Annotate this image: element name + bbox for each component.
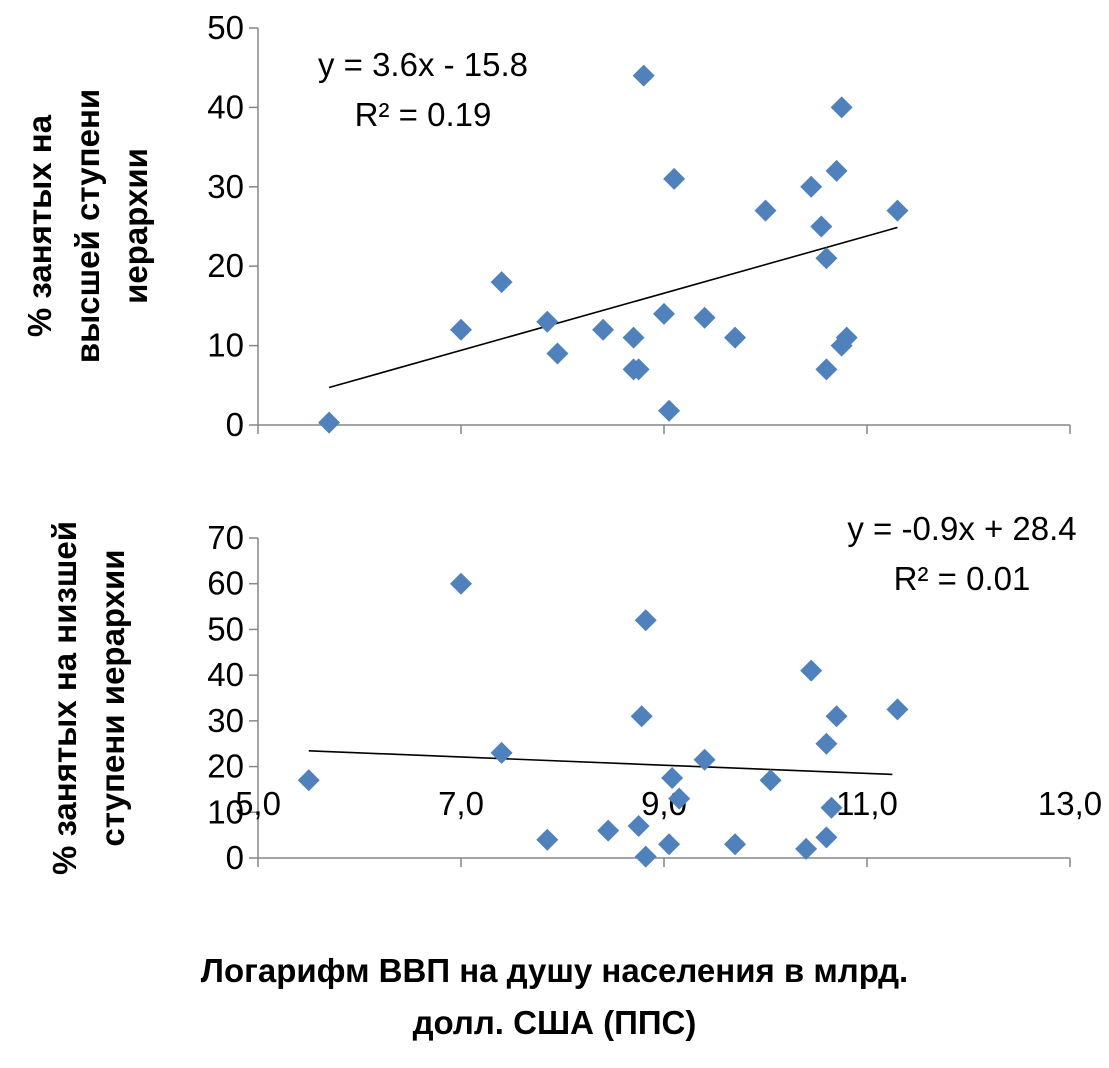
y-tick-label: 10 [207, 793, 244, 830]
data-point [536, 310, 559, 333]
y-axis-title-line: иерархии [117, 148, 154, 304]
y-tick-label: 30 [207, 168, 244, 205]
data-point [658, 399, 681, 422]
x-tick-label: 5,0 [235, 785, 281, 822]
trend-equation: y = 3.6x - 15.8 [318, 46, 528, 83]
data-point [815, 732, 838, 755]
y-axis-title-line: высшей ступени [69, 89, 106, 363]
data-point [627, 358, 650, 381]
trendline [328, 226, 898, 389]
data-point [830, 96, 853, 119]
y-tick-label: 40 [207, 88, 244, 125]
x-axis-title-line-2: долл. США (ППС) [412, 1004, 697, 1041]
data-point [724, 326, 747, 349]
data-point [622, 326, 645, 349]
r-squared: R² = 0.19 [355, 96, 492, 133]
y-axis-title-line: % занятых на [21, 114, 58, 337]
data-point [597, 819, 620, 842]
data-point [632, 64, 655, 87]
y-tick-label: 70 [207, 519, 244, 556]
data-point [815, 826, 838, 849]
x-axis-title-line-1: Логарифм ВВП на душу населения в млрд. [200, 952, 909, 989]
data-point [630, 705, 653, 728]
data-point [693, 748, 716, 771]
data-point [800, 175, 823, 198]
trend-equation: y = -0.9x + 28.4 [847, 510, 1076, 547]
data-point [800, 659, 823, 682]
data-point [886, 199, 909, 222]
y-tick-label: 50 [207, 610, 244, 647]
y-tick-label: 10 [207, 327, 244, 364]
y-tick-label: 50 [207, 9, 244, 46]
y-tick-label: 20 [207, 247, 244, 284]
data-point [450, 572, 472, 595]
chart-top-panel: 0 10 20 30 40 50 % занятых на высшей ступени иер… [21, 9, 1071, 443]
r-squared: R² = 0.01 [894, 560, 1031, 597]
data-point [693, 306, 716, 329]
data-point [825, 705, 848, 728]
data-point [592, 318, 615, 341]
y-tick-label: 60 [207, 565, 244, 602]
data-point [759, 769, 782, 792]
data-point [546, 342, 569, 365]
y-tick-label: 20 [207, 748, 244, 785]
y-axis-title-line: ступени иерархии [94, 549, 131, 846]
data-point [815, 247, 838, 270]
data-point [795, 837, 818, 860]
data-point [835, 326, 858, 349]
data-point [627, 815, 650, 837]
data-point [810, 215, 833, 238]
x-tick-label: 13,0 [1038, 785, 1102, 822]
data-point [668, 787, 691, 810]
data-point [815, 358, 838, 381]
data-point [661, 767, 684, 789]
y-tick-label: 0 [226, 406, 244, 443]
y-tick-label: 0 [226, 839, 244, 876]
data-point [318, 411, 341, 434]
data-point [820, 796, 843, 819]
y-tick-label: 30 [207, 702, 244, 739]
data-point [663, 167, 686, 190]
data-point [634, 845, 657, 868]
data-point [886, 698, 909, 721]
data-point [724, 833, 747, 856]
data-point [653, 302, 675, 325]
data-point [490, 741, 513, 764]
data-point [658, 833, 681, 856]
data-point [297, 769, 320, 792]
data-point [536, 828, 559, 851]
data-point [450, 318, 472, 341]
x-tick-label: 7,0 [438, 785, 484, 822]
data-point [825, 159, 848, 182]
x-tick-label: 11,0 [836, 785, 898, 822]
data-point [490, 271, 513, 294]
trendline [308, 750, 893, 776]
data-point [754, 199, 777, 222]
y-tick-label: 40 [207, 656, 244, 693]
data-point [634, 609, 657, 632]
y-axis-title-line: % занятых на низшей [46, 521, 83, 875]
